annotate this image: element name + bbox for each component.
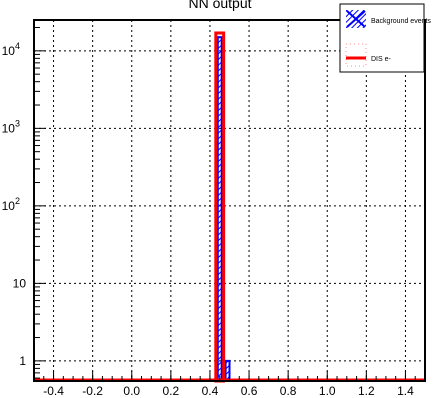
x-tick-label: -0.2: [82, 384, 103, 398]
x-tick-label: 0.0: [123, 384, 140, 398]
y-tick-label: 1: [19, 354, 26, 368]
x-axis: -0.4 -0.2 0.0 0.2 0.4 0.6 0.8 1.0 1.2 1.4: [33, 371, 426, 398]
grid-lines: [34, 20, 425, 381]
y-tick-label: 103: [2, 118, 20, 135]
x-tick-label: 0.4: [202, 384, 219, 398]
legend-label-dis: DIS e-: [371, 56, 392, 63]
y-tick-label: 104: [2, 41, 20, 58]
bar-background: [224, 359, 231, 383]
legend-swatch-background: [346, 10, 366, 28]
legend-swatch-dis: [345, 43, 367, 67]
x-tick-label: 0.2: [163, 384, 180, 398]
x-tick-label: 1.0: [319, 384, 336, 398]
bar-background: [216, 36, 223, 383]
x-tick-label: 1.2: [358, 384, 375, 398]
legend-label-background: Background events: [371, 18, 431, 25]
y-tick-label: 10: [13, 276, 27, 290]
x-tick-label: 1.4: [397, 384, 414, 398]
y-tick-label: 102: [2, 196, 20, 213]
legend: Background events DIS e-: [339, 3, 431, 73]
y-axis: 1 10 102 103 104: [2, 27, 46, 379]
x-tick-label: -0.4: [43, 384, 64, 398]
chart-title: NN output: [188, 0, 251, 11]
x-tick-label: 0.8: [280, 384, 297, 398]
x-tick-label: 0.6: [241, 384, 258, 398]
